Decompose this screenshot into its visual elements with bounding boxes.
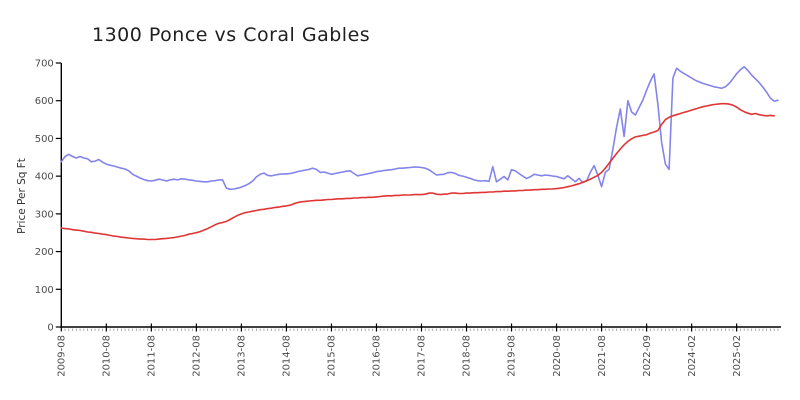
x-tick-label: 2021-08 (597, 335, 608, 377)
x-tick-label: 2018-08 (462, 335, 473, 377)
y-tick-label: 500 (35, 134, 54, 145)
y-tick-label: 0 (47, 323, 53, 334)
x-tick-label: 2022-09 (642, 335, 653, 377)
x-tick-label: 2015-08 (327, 335, 338, 377)
y-tick-label: 300 (35, 209, 54, 220)
y-tick-label: 600 (35, 96, 54, 107)
x-tick-label: 2009-08 (57, 335, 68, 377)
x-tick-label: 2025-02 (732, 335, 743, 377)
x-tick-label: 2017-08 (417, 335, 428, 377)
chart-title: 1300 Ponce vs Coral Gables (92, 24, 370, 46)
series-line-1300-ponce (60, 102, 776, 241)
plot-area: 0 100 200 300 400 500 600 700 2009-08 2010-08 2011… (35, 59, 781, 377)
y-axis-label: Price Per Sq Ft (16, 158, 28, 234)
x-tick-label: 2012-08 (192, 335, 203, 377)
x-tick-label: 2019-08 (507, 335, 518, 377)
x-tick-label: 2016-08 (372, 335, 383, 377)
x-tick-label: 2010-08 (102, 335, 113, 377)
x-tick-label: 2011-08 (147, 335, 158, 377)
x-tick-label: 2024-02 (687, 335, 698, 377)
x-tick-label: 2020-08 (552, 335, 563, 377)
x-tick-label: 2014-08 (282, 335, 293, 377)
x-tick-label: 2013-08 (237, 335, 248, 377)
y-tick-label: 700 (35, 59, 54, 70)
y-tick-label: 200 (35, 247, 54, 258)
series-line-coral-gables (60, 66, 779, 191)
y-tick-label: 100 (35, 285, 54, 296)
y-tick-label: 400 (35, 172, 54, 183)
